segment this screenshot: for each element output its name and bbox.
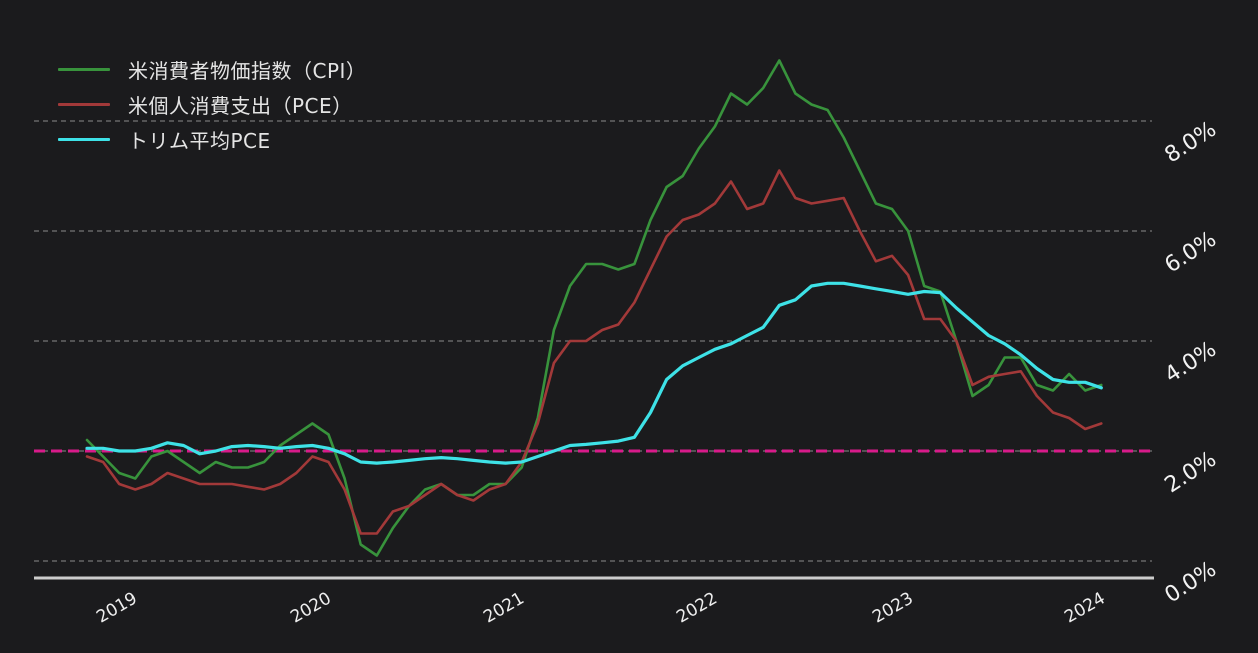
chart-legend: 米消費者物価指数（CPI） 米個人消費支出（PCE） トリム平均PCE [58, 52, 366, 157]
legend-item-trimmed-mean-pce[interactable]: トリム平均PCE [58, 122, 366, 157]
legend-item-pce[interactable]: 米個人消費支出（PCE） [58, 87, 366, 122]
trimmed-mean-pce-line [85, 281, 1103, 465]
pce-line [85, 169, 1103, 535]
cpi-line [85, 59, 1103, 557]
cpi-line-swatch [58, 68, 110, 71]
legend-label-cpi: 米消費者物価指数（CPI） [128, 59, 367, 83]
trimmed-mean-pce-line-swatch [58, 138, 110, 141]
legend-label-pce: 米個人消費支出（PCE） [128, 94, 353, 118]
pce-line-swatch [58, 103, 110, 106]
legend-item-cpi[interactable]: 米消費者物価指数（CPI） [58, 52, 366, 87]
legend-label-trimmed-mean-pce: トリム平均PCE [128, 129, 271, 153]
